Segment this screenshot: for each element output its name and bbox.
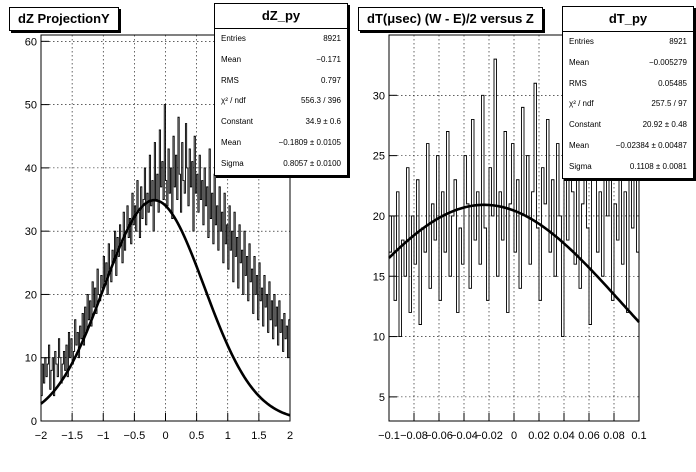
stats-value: −0.171 (316, 54, 341, 64)
y-tick-label: 0 (31, 416, 37, 428)
left-pad: −2 −1.5 −1 −0.5 0 0.5 1 1.5 2 0 10 20 30 40 50 60 dZ Pr… (9, 3, 348, 442)
stats-row: Entries 8921 (215, 29, 347, 50)
histogram-line (41, 104, 290, 397)
stats-value: 20.92 ± 0.48 (642, 120, 687, 130)
x-tick-label: 0.02 (528, 430, 549, 442)
y-tick-label: 60 (25, 36, 37, 48)
x-tick-label: 0 (162, 430, 168, 442)
stats-title: dT_py (563, 7, 693, 32)
stats-row: Constant 20.92 ± 0.48 (563, 115, 693, 136)
stats-value: 257.5 / 97 (651, 99, 687, 109)
stats-value: −0.1809 ± 0.0105 (278, 137, 341, 147)
stats-row: Mean −0.005279 (563, 53, 693, 74)
y-tick-label: 25 (373, 151, 385, 163)
stats-box: dZ_py Entries 8921 Mean −0.171 RMS 0.797 χ²… (214, 3, 348, 176)
stats-label: Sigma (221, 158, 244, 168)
x-tick-label: 0.1 (631, 430, 646, 442)
x-tick-label: −0.1 (378, 430, 400, 442)
x-tick-label: −0.04 (450, 430, 478, 442)
stats-label: Mean (221, 54, 242, 64)
stats-label: Constant (569, 120, 602, 130)
x-tick-label: −0.08 (400, 430, 428, 442)
stats-label: RMS (221, 75, 239, 85)
stats-label: χ² / ndf (569, 99, 594, 109)
x-tick-label: 0.04 (553, 430, 574, 442)
stats-row: Mean −0.02384 ± 0.00487 (563, 136, 693, 157)
chart-title: dZ ProjectionY (9, 7, 119, 31)
stats-label: Constant (221, 117, 254, 127)
stats-box: dT_py Entries 8921 Mean −0.005279 RMS 0.054… (562, 6, 694, 179)
x-tick-label: −1.5 (61, 430, 83, 442)
x-tick-label: 0.08 (603, 430, 624, 442)
y-tick-label: 10 (373, 332, 385, 344)
fit-curve (388, 203, 640, 323)
stats-row: Mean −0.1809 ± 0.0105 (215, 133, 347, 154)
stats-value: 34.9 ± 0.6 (305, 117, 341, 127)
stats-row: Mean −0.171 (215, 50, 347, 71)
x-tick-label: −0.5 (124, 430, 146, 442)
stats-row: RMS 0.05485 (563, 74, 693, 95)
stats-value: −0.02384 ± 0.00487 (615, 140, 687, 150)
fit-curve (40, 198, 291, 417)
stats-value: 0.8057 ± 0.0100 (283, 158, 341, 168)
y-tick-label: 10 (25, 353, 37, 365)
y-tick-label: 30 (373, 90, 385, 102)
stats-title: dZ_py (215, 4, 347, 29)
stats-label: RMS (569, 78, 587, 88)
stats-row: Sigma 0.8057 ± 0.0100 (215, 154, 347, 175)
x-tick-label: −2 (35, 430, 48, 442)
stats-value: 0.05485 (658, 78, 687, 88)
stats-label: Mean (569, 57, 590, 67)
stats-row: Sigma 0.1108 ± 0.0081 (563, 157, 693, 178)
chart-title: dT(μsec) (W - E)/2 versus Z (358, 7, 543, 31)
stats-label: Entries (569, 37, 594, 46)
y-tick-label: 15 (373, 271, 385, 283)
y-tick-label: 40 (25, 163, 37, 175)
x-tick-label: 0.5 (189, 430, 204, 442)
stats-row: Entries 8921 (563, 32, 693, 53)
x-tick-label: 2 (287, 430, 293, 442)
stats-row: χ² / ndf 556.3 / 396 (215, 91, 347, 112)
y-tick-label: 20 (373, 211, 385, 223)
x-tick-label: 0 (511, 430, 517, 442)
stats-value: 0.1108 ± 0.0081 (629, 161, 687, 171)
x-tick-label: 1.5 (251, 430, 266, 442)
stats-row: Constant 34.9 ± 0.6 (215, 112, 347, 133)
stats-row: χ² / ndf 257.5 / 97 (563, 94, 693, 115)
x-tick-label: 1 (225, 430, 231, 442)
right-pad: −0.1 −0.08 −0.06 −0.04 −0.02 0 0.02 0.04 0.06 0.0… (348, 0, 696, 472)
stats-value: 8921 (669, 37, 687, 46)
stats-label: Entries (221, 34, 246, 43)
y-tick-label: 5 (379, 392, 385, 404)
x-tick-label: 0.06 (578, 430, 599, 442)
x-tick-label: −0.02 (475, 430, 503, 442)
stats-label: Mean (569, 140, 590, 150)
x-tick-label: −1 (97, 430, 110, 442)
stats-value: 0.797 (320, 75, 341, 85)
stats-value: 556.3 / 396 (300, 96, 341, 106)
stats-label: χ² / ndf (221, 96, 246, 106)
y-tick-label: 30 (25, 226, 37, 238)
stats-row: RMS 0.797 (215, 71, 347, 92)
stats-value: −0.005279 (648, 57, 687, 67)
stats-label: Sigma (569, 161, 592, 171)
x-tick-label: −0.06 (425, 430, 453, 442)
histogram-line (389, 58, 639, 338)
y-tick-label: 20 (25, 289, 37, 301)
y-tick-label: 50 (25, 100, 37, 112)
stats-value: 8921 (323, 34, 341, 43)
stats-label: Mean (221, 137, 242, 147)
